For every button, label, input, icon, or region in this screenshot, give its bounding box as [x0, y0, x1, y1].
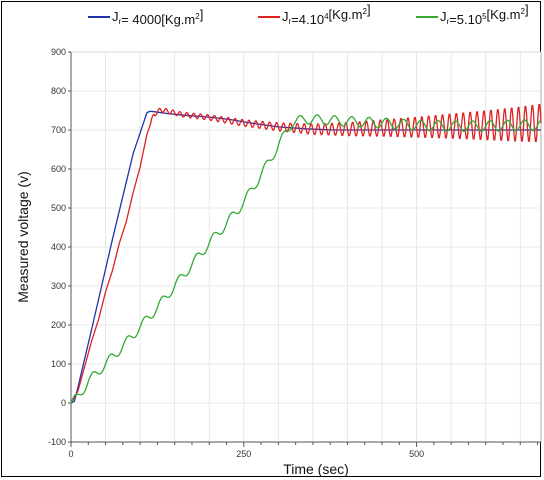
x-tick-label: 250: [236, 449, 251, 459]
legend-label-2: Jr=4.104[Kg.m2]: [282, 2, 371, 27]
grid: [70, 51, 542, 443]
legend: Jr= 4000[Kg.m2] Jr=4.104[Kg.m2] Jr=5.105[K…: [88, 2, 529, 27]
y-tick-label: 100: [51, 359, 66, 369]
series-line-3: [70, 114, 542, 404]
series-line-2: [70, 103, 542, 404]
x-axis-title: Time (sec): [283, 461, 349, 477]
y-tick-label: 700: [51, 125, 66, 135]
y-tick-label: 800: [51, 86, 66, 96]
x-tick-label: 0: [68, 449, 73, 459]
y-tick-label: 200: [51, 320, 66, 330]
y-tick-label: 600: [51, 164, 66, 174]
legend-label-1: Jr= 4000[Kg.m2]: [112, 7, 203, 27]
y-tick-label: 0: [61, 398, 66, 408]
x-tick-label: 500: [409, 449, 424, 459]
legend-label-3: Jr=5.105[Kg.m2]: [440, 2, 529, 27]
y-tick-label: -100: [48, 437, 66, 447]
y-tick-label: 400: [51, 242, 66, 252]
series-layer: [70, 103, 542, 404]
y-tick-label: 300: [51, 281, 66, 291]
y-axis-title: Measured voltage (v): [15, 171, 31, 303]
y-tick-label: 900: [51, 47, 66, 57]
y-tick-label: 500: [51, 203, 66, 213]
